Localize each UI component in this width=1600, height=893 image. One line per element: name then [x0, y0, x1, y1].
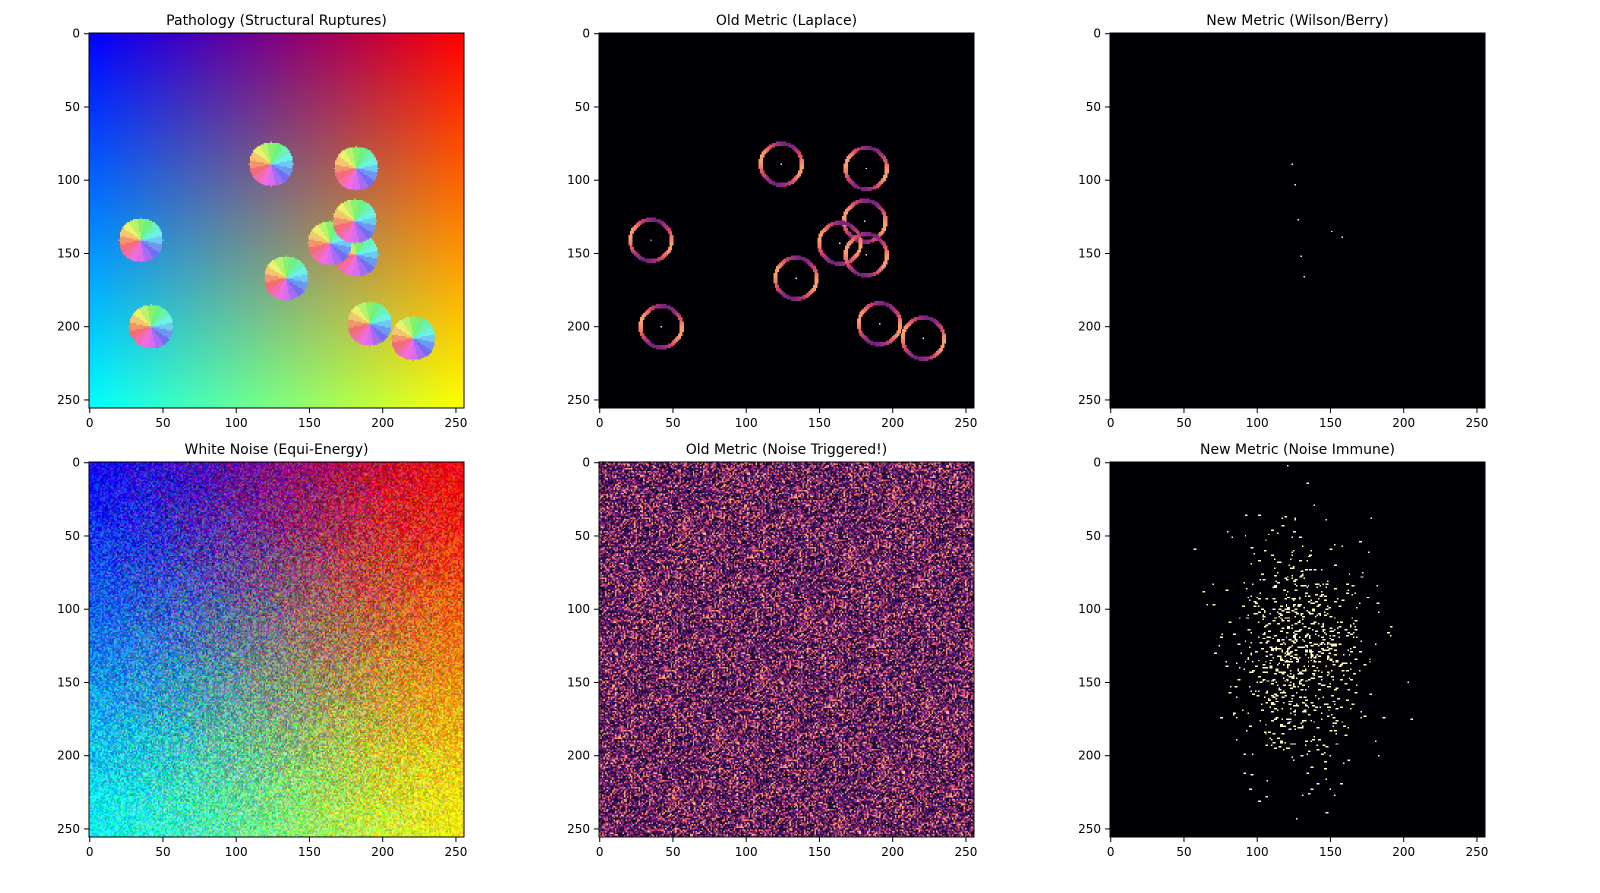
x-tick-label: 0: [86, 845, 94, 859]
axes-frame: [598, 461, 975, 838]
panel-4: White Noise (Equi-Energy) 0 50 100 150 200 250…: [57, 442, 467, 859]
y-tick-label: 150: [1078, 675, 1101, 689]
y-tick-label: 150: [567, 246, 590, 260]
panel-title: Old Metric (Laplace): [716, 13, 857, 29]
x-tick-label: 100: [225, 845, 248, 859]
panel-image: [89, 462, 464, 837]
x-tick-label: 150: [298, 416, 321, 430]
y-tick-label: 0: [1093, 27, 1101, 41]
x-tick-label: 50: [155, 845, 170, 859]
x-tick-label: 150: [1319, 845, 1342, 859]
x-tick-label: 0: [596, 845, 604, 859]
x-tick-label: 250: [444, 416, 467, 430]
x-tick-label: 150: [808, 845, 831, 859]
x-tick-label: 100: [225, 416, 248, 430]
panel-title: New Metric (Noise Immune): [1200, 442, 1395, 458]
y-tick-label: 100: [567, 602, 590, 616]
x-tick-label: 0: [1107, 416, 1115, 430]
y-tick-label: 100: [1078, 173, 1101, 187]
y-tick-label: 0: [72, 456, 80, 470]
y-tick-label: 50: [575, 529, 590, 543]
panel-title: New Metric (Wilson/Berry): [1206, 13, 1388, 29]
y-tick-label: 150: [567, 675, 590, 689]
y-tick-label: 50: [575, 100, 590, 114]
y-tick-label: 150: [57, 246, 80, 260]
y-tick-label: 0: [72, 27, 80, 41]
panel-5: Old Metric (Noise Triggered!) 0 50 100 150 20…: [567, 442, 977, 859]
x-tick-label: 50: [1176, 416, 1191, 430]
axes-frame: [1109, 461, 1486, 838]
x-tick-label: 200: [1392, 416, 1415, 430]
x-tick-label: 200: [881, 845, 904, 859]
x-tick-label: 50: [665, 845, 680, 859]
y-tick-label: 200: [567, 320, 590, 334]
panel-image: [599, 33, 974, 408]
axes-frame: [1109, 32, 1486, 409]
y-tick-label: 200: [567, 749, 590, 763]
y-tick-label: 200: [1078, 749, 1101, 763]
panel-title: White Noise (Equi-Energy): [185, 442, 369, 458]
x-tick-label: 100: [1246, 845, 1269, 859]
panel-image: [599, 462, 974, 837]
y-tick-label: 250: [57, 822, 80, 836]
x-tick-label: 50: [665, 416, 680, 430]
x-tick-label: 150: [298, 845, 321, 859]
y-tick-label: 0: [582, 456, 590, 470]
y-tick-label: 50: [1086, 529, 1101, 543]
x-tick-label: 0: [86, 416, 94, 430]
panel-image: [89, 33, 464, 408]
panel-1: Pathology (Structural Ruptures) 0 50 100 150…: [57, 13, 467, 430]
y-tick-label: 150: [57, 675, 80, 689]
x-tick-label: 200: [371, 416, 394, 430]
x-tick-label: 250: [1465, 845, 1488, 859]
axes-frame: [598, 32, 975, 409]
panel-6: New Metric (Noise Immune) 0 50 100 150 200 250…: [1078, 442, 1488, 859]
x-tick-label: 250: [954, 416, 977, 430]
y-tick-label: 0: [1093, 456, 1101, 470]
x-tick-label: 200: [371, 845, 394, 859]
y-tick-label: 100: [567, 173, 590, 187]
axes-frame: [88, 461, 465, 838]
x-tick-label: 100: [735, 845, 758, 859]
y-tick-label: 250: [567, 822, 590, 836]
y-tick-label: 50: [1086, 100, 1101, 114]
x-tick-label: 250: [954, 845, 977, 859]
y-tick-label: 250: [1078, 822, 1101, 836]
x-tick-label: 200: [881, 416, 904, 430]
y-tick-label: 150: [1078, 246, 1101, 260]
y-tick-label: 250: [57, 393, 80, 407]
panel-title: Old Metric (Noise Triggered!): [686, 442, 888, 458]
y-tick-label: 50: [65, 529, 80, 543]
panel-image: [1110, 33, 1485, 408]
y-tick-label: 0: [582, 27, 590, 41]
axes-frame: [88, 32, 465, 409]
panel-2: Old Metric (Laplace) 0 50 100 150 200 250 0 50 10…: [567, 13, 977, 430]
y-tick-label: 100: [57, 173, 80, 187]
y-tick-label: 200: [57, 320, 80, 334]
panel-title: Pathology (Structural Ruptures): [166, 13, 387, 29]
x-tick-label: 250: [1465, 416, 1488, 430]
x-tick-label: 0: [1107, 845, 1115, 859]
x-tick-label: 150: [1319, 416, 1342, 430]
x-tick-label: 150: [808, 416, 831, 430]
y-tick-label: 200: [1078, 320, 1101, 334]
x-tick-label: 100: [735, 416, 758, 430]
y-tick-label: 100: [1078, 602, 1101, 616]
x-tick-label: 50: [1176, 845, 1191, 859]
y-tick-label: 200: [57, 749, 80, 763]
y-tick-label: 250: [1078, 393, 1101, 407]
x-tick-label: 100: [1246, 416, 1269, 430]
x-tick-label: 250: [444, 845, 467, 859]
x-tick-label: 50: [155, 416, 170, 430]
panel-image: [1110, 462, 1485, 837]
panel-3: New Metric (Wilson/Berry) 0 50 100 150 200 250…: [1078, 13, 1488, 430]
x-tick-label: 200: [1392, 845, 1415, 859]
y-tick-label: 50: [65, 100, 80, 114]
y-tick-label: 250: [567, 393, 590, 407]
y-tick-label: 100: [57, 602, 80, 616]
x-tick-label: 0: [596, 416, 604, 430]
